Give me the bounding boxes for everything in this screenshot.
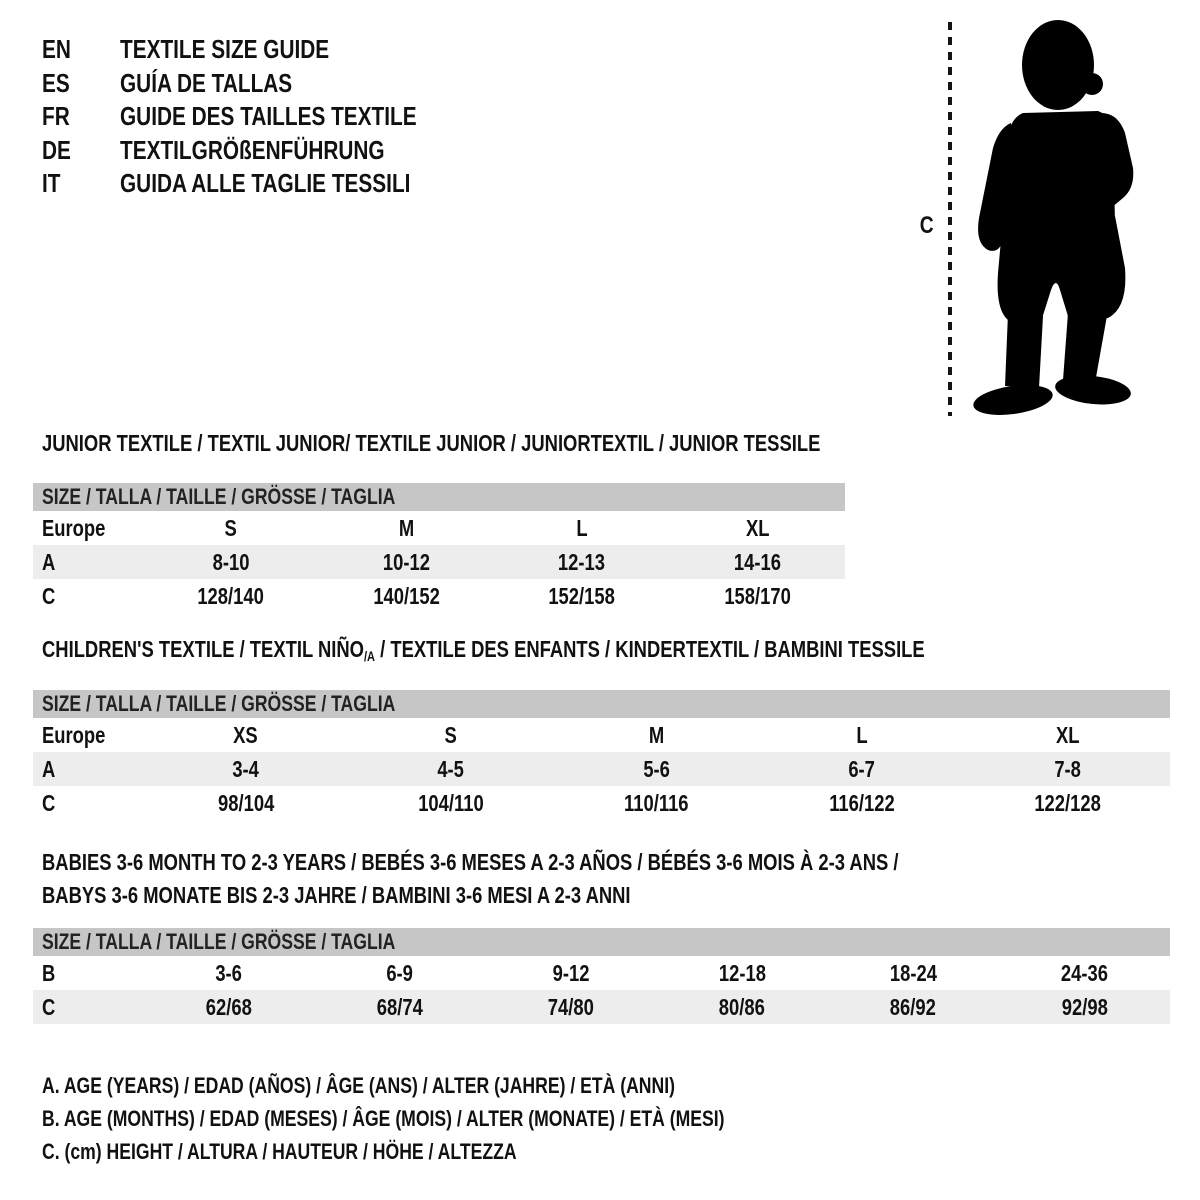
- table-cell: S: [224, 514, 237, 541]
- language-title: GUIDA ALLE TAGLIE TESSILI: [120, 168, 411, 199]
- language-title: TEXTILE SIZE GUIDE: [120, 34, 330, 65]
- language-code: ES: [42, 67, 70, 98]
- table-cell: 10-12: [382, 548, 430, 575]
- table-cell: 140/152: [372, 582, 440, 609]
- table-row: B 3-6 6-9 9-12 12-18 18-24 24-36: [33, 956, 1170, 990]
- language-line: ES GUÍA DE TALLAS: [42, 67, 491, 101]
- table-cell: L: [856, 721, 868, 748]
- height-measure-label: C: [920, 212, 934, 239]
- table-cell: 80/86: [719, 993, 766, 1020]
- row-label: C: [42, 789, 56, 816]
- table-cell: 92/98: [1061, 993, 1108, 1020]
- table-cell: 122/128: [1034, 789, 1101, 816]
- table-cell: 7-8: [1054, 755, 1081, 782]
- babies-size-table: SIZE / TALLA / TAILLE / GRÖSSE / TAGLIA …: [33, 928, 1170, 1024]
- language-code: FR: [42, 101, 70, 132]
- table-cell: 6-9: [386, 959, 414, 986]
- table-cell: 152/158: [548, 582, 615, 609]
- legend: A. AGE (YEARS) / EDAD (AÑOS) / ÂGE (ANS)…: [42, 1069, 895, 1168]
- table-cell: M: [648, 721, 665, 748]
- legend-line-a: A. AGE (YEARS) / EDAD (AÑOS) / ÂGE (ANS)…: [42, 1072, 675, 1098]
- section-title-children: CHILDREN'S TEXTILE / TEXTIL NIÑO/A / TEX…: [42, 634, 1145, 666]
- table-cell: 86/92: [890, 993, 937, 1020]
- table-cell: 98/104: [217, 789, 274, 816]
- table-row: A 3-4 4-5 5-6 6-7 7-8: [33, 752, 1170, 786]
- table-cell: 14-16: [733, 548, 781, 575]
- language-title: GUIDE DES TAILLES TEXTILE: [120, 101, 417, 132]
- language-title-list: EN TEXTILE SIZE GUIDE ES GUÍA DE TALLAS FR GU…: [42, 33, 491, 201]
- table-row: A 8-10 10-12 12-13 14-16: [33, 545, 845, 579]
- table-cell: 3-6: [215, 959, 242, 986]
- table-cell: L: [576, 514, 588, 541]
- table-cell: 116/122: [829, 789, 895, 816]
- language-title: TEXTILGRÖßENFÜHRUNG: [120, 134, 385, 165]
- language-code: EN: [42, 34, 71, 65]
- language-line: DE TEXTILGRÖßENFÜHRUNG: [42, 134, 491, 168]
- table-body: Europe S M L XL A 8-10 10-12 12-13 14-16 C 128/140 1…: [33, 511, 845, 613]
- table-cell: 8-10: [212, 548, 250, 575]
- children-size-table: SIZE / TALLA / TAILLE / GRÖSSE / TAGLIA …: [33, 690, 1170, 820]
- legend-line-c: C. (cm) HEIGHT / ALTURA / HAUTEUR / HÖHE…: [42, 1138, 517, 1164]
- table-cell: 68/74: [376, 993, 423, 1020]
- language-line: EN TEXTILE SIZE GUIDE: [42, 33, 491, 67]
- table-cell: 104/110: [418, 789, 484, 816]
- legend-line-b: B. AGE (MONTHS) / EDAD (MESES) / ÂGE (MO…: [42, 1105, 725, 1131]
- table-cell: 18-24: [889, 959, 937, 986]
- row-label: A: [42, 548, 56, 575]
- table-cell: 62/68: [205, 993, 252, 1020]
- row-label: A: [42, 755, 56, 782]
- table-cell: 74/80: [547, 993, 594, 1020]
- table-body: B 3-6 6-9 9-12 12-18 18-24 24-36 C 62/68 68/74 74/…: [33, 956, 1170, 1024]
- table-row: Europe XS S M L XL: [33, 718, 1170, 752]
- size-header-row: SIZE / TALLA / TAILLE / GRÖSSE / TAGLIA: [33, 928, 1170, 956]
- size-header-row: SIZE / TALLA / TAILLE / GRÖSSE / TAGLIA: [33, 690, 1170, 718]
- row-label: Europe: [42, 721, 106, 748]
- table-cell: 128/140: [197, 582, 264, 609]
- table-row: C 128/140 140/152 152/158 158/170: [33, 579, 845, 613]
- title-text: / TEXTILE DES ENFANTS / KINDERTEXTIL / B…: [375, 636, 925, 663]
- section-title-junior: JUNIOR TEXTILE / TEXTIL JUNIOR/ TEXTILE …: [42, 429, 821, 456]
- table-cell: 12-18: [718, 959, 766, 986]
- table-row: C 98/104 104/110 110/116 116/122 122/128: [33, 786, 1170, 820]
- language-line: FR GUIDE DES TAILLES TEXTILE: [42, 100, 491, 134]
- title-text: CHILDREN'S TEXTILE / TEXTIL NIÑO: [42, 636, 364, 663]
- table-cell: 158/170: [723, 582, 791, 609]
- row-label: B: [42, 959, 56, 986]
- table-row: C 62/68 68/74 74/80 80/86 86/92 92/98: [33, 990, 1170, 1024]
- table-cell: 3-4: [232, 755, 260, 782]
- table-cell: 6-7: [848, 755, 876, 782]
- language-code: DE: [42, 134, 71, 165]
- table-cell: XS: [233, 721, 258, 748]
- table-body: Europe XS S M L XL A 3-4 4-5 5-6 6-7 7-8 C 98/104 104/…: [33, 718, 1170, 820]
- table-cell: M: [398, 514, 414, 541]
- table-cell: S: [444, 721, 458, 748]
- row-label: C: [42, 582, 56, 609]
- table-cell: XL: [745, 514, 769, 541]
- language-line: IT GUIDA ALLE TAGLIE TESSILI: [42, 167, 491, 201]
- section-title-babies: BABIES 3-6 MONTH TO 2-3 YEARS / BEBÉS 3-…: [42, 849, 899, 908]
- row-label: Europe: [42, 514, 106, 541]
- baby-silhouette-icon: [948, 20, 1134, 416]
- title-subscript: /A: [363, 648, 376, 664]
- language-code: IT: [42, 168, 61, 199]
- size-header-row: SIZE / TALLA / TAILLE / GRÖSSE / TAGLIA: [33, 483, 845, 511]
- table-cell: 24-36: [1060, 959, 1108, 986]
- table-cell: 110/116: [624, 789, 689, 816]
- table-row: Europe S M L XL: [33, 511, 845, 545]
- table-cell: 9-12: [552, 959, 590, 986]
- table-cell: 12-13: [558, 548, 606, 575]
- junior-size-table: SIZE / TALLA / TAILLE / GRÖSSE / TAGLIA …: [33, 483, 845, 613]
- row-label: C: [42, 993, 56, 1020]
- table-cell: 4-5: [437, 755, 465, 782]
- table-cell: XL: [1055, 721, 1080, 748]
- table-cell: 5-6: [643, 755, 670, 782]
- language-title: GUÍA DE TALLAS: [120, 67, 293, 98]
